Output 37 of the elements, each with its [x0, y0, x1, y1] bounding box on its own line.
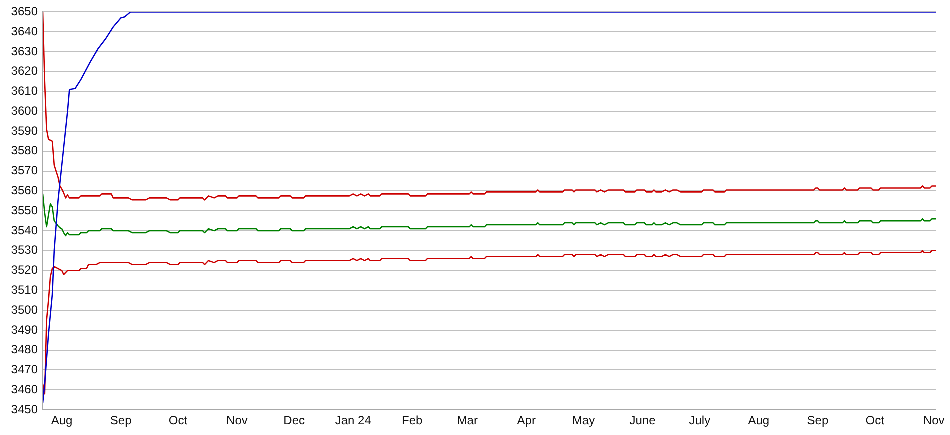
x-tick-label: Aug: [51, 414, 73, 428]
y-tick-label: 3590: [11, 124, 38, 138]
y-tick-label: 3650: [11, 4, 38, 19]
y-tick-label: 3570: [11, 164, 38, 178]
y-tick-label: 3530: [11, 243, 38, 258]
y-tick-label: 3510: [11, 282, 38, 297]
x-tick-label: June: [630, 414, 656, 428]
x-tick-label: Nov: [226, 414, 248, 428]
x-tick-label: Aug: [748, 414, 770, 428]
y-tick-label: 3620: [11, 64, 38, 78]
x-tick-label: Oct: [866, 414, 886, 428]
x-tick-label: Jan 24: [335, 414, 372, 428]
y-tick-label: 3470: [11, 362, 38, 377]
y-tick-label: 3600: [11, 104, 38, 118]
y-tick-label: 3580: [11, 144, 38, 158]
y-tick-label: 3450: [11, 402, 38, 416]
y-tick-label: 3540: [11, 223, 38, 238]
y-tick-label: 3460: [11, 382, 38, 396]
x-tick-label: Feb: [402, 414, 424, 428]
x-tick-label: May: [572, 414, 596, 428]
y-tick-label: 3490: [11, 322, 38, 337]
x-tick-label: Sep: [110, 414, 132, 428]
x-tick-label: Dec: [284, 414, 306, 428]
x-tick-label: Mar: [457, 414, 478, 428]
x-tick-label: Oct: [168, 414, 188, 428]
y-tick-label: 3520: [11, 263, 38, 278]
y-tick-label: 3610: [11, 84, 38, 98]
x-tick-label: Apr: [517, 414, 536, 428]
x-tick-label: Nov: [923, 414, 945, 428]
y-tick-label: 3560: [11, 184, 38, 198]
x-tick-label: Sep: [807, 414, 829, 428]
y-tick-label: 3500: [11, 302, 38, 317]
y-tick-label: 3640: [11, 24, 38, 38]
x-tick-label: July: [689, 414, 711, 428]
y-tick-label: 3550: [11, 203, 38, 218]
y-tick-label: 3630: [11, 44, 38, 58]
y-tick-label: 3480: [11, 342, 38, 357]
